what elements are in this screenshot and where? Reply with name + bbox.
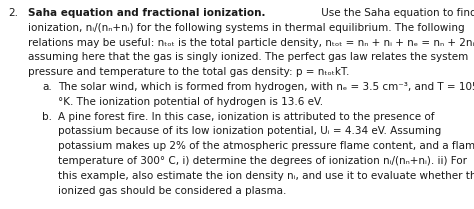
- Text: Use the Saha equation to find the degree of: Use the Saha equation to find the degree…: [319, 8, 474, 18]
- Text: this example, also estimate the ion density nᵢ, and use it to evaluate whether t: this example, also estimate the ion dens…: [58, 171, 474, 181]
- Text: assuming here that the gas is singly ionized. The perfect gas law relates the sy: assuming here that the gas is singly ion…: [28, 52, 468, 62]
- Text: pressure and temperature to the total gas density: p = nₜₒₜkT.: pressure and temperature to the total ga…: [28, 67, 349, 77]
- Text: ionized gas should be considered a plasma.: ionized gas should be considered a plasm…: [58, 186, 286, 196]
- Text: ionization, nᵢ/(nₙ+nᵢ) for the following systems in thermal equilibrium. The fol: ionization, nᵢ/(nₙ+nᵢ) for the following…: [28, 23, 465, 33]
- Text: potassium because of its low ionization potential, Uᵢ = 4.34 eV. Assuming: potassium because of its low ionization …: [58, 126, 441, 136]
- Text: The solar wind, which is formed from hydrogen, with nₑ = 3.5 cm⁻³, and T = 105: The solar wind, which is formed from hyd…: [58, 82, 474, 92]
- Text: A pine forest fire. In this case, ionization is attributed to the presence of: A pine forest fire. In this case, ioniza…: [58, 112, 435, 122]
- Text: Saha equation and fractional ionization.: Saha equation and fractional ionization.: [28, 8, 265, 18]
- Text: potassium makes up 2% of the atmospheric pressure flame content, and a flame: potassium makes up 2% of the atmospheric…: [58, 141, 474, 151]
- Text: relations may be useful: nₜₒₜ is the total particle density, nₜₒₜ = nₙ + nᵢ + nₑ: relations may be useful: nₜₒₜ is the tot…: [28, 38, 474, 48]
- Text: b.: b.: [42, 112, 52, 122]
- Text: 2.: 2.: [8, 8, 18, 18]
- Text: a.: a.: [42, 82, 52, 92]
- Text: °K. The ionization potential of hydrogen is 13.6 eV.: °K. The ionization potential of hydrogen…: [58, 97, 323, 107]
- Text: temperature of 300° C, i) determine the degrees of ionization nᵢ/(nₙ+nᵢ). ii) Fo: temperature of 300° C, i) determine the …: [58, 156, 467, 166]
